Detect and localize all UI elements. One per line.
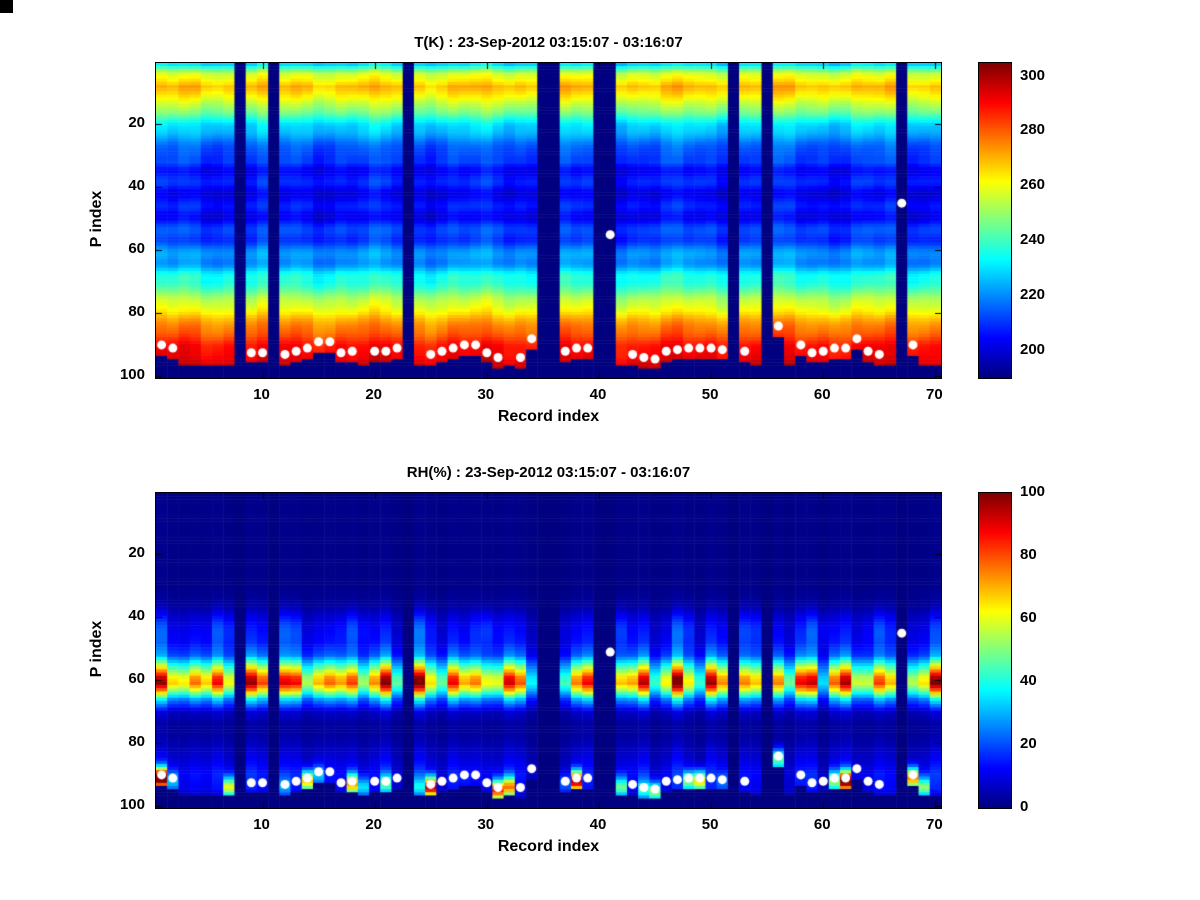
ytick-label: 40 bbox=[128, 177, 145, 195]
xtick-label: 40 bbox=[589, 386, 607, 403]
ytick-label: 80 bbox=[128, 733, 145, 751]
xtick-label: 10 bbox=[253, 816, 270, 833]
cbtick-label: 280 bbox=[1020, 121, 1046, 139]
xtick-label: 10 bbox=[253, 386, 270, 403]
cbtick-label: 200 bbox=[1020, 340, 1046, 358]
cbtick-label: 20 bbox=[1020, 735, 1037, 752]
xtick-label: 40 bbox=[589, 816, 607, 833]
xtick-label: 60 bbox=[813, 816, 831, 833]
ytick-label: 20 bbox=[128, 544, 145, 562]
ytick-label: 60 bbox=[128, 670, 145, 688]
humidity-xaxis-label: Record index bbox=[497, 838, 600, 855]
xtick-label: 70 bbox=[926, 816, 943, 833]
xtick-label: 60 bbox=[813, 386, 831, 403]
cbtick-label: 60 bbox=[1020, 609, 1037, 626]
xtick-label: 20 bbox=[365, 386, 383, 403]
cbtick-label: 240 bbox=[1020, 231, 1046, 249]
xtick-label: 50 bbox=[701, 816, 719, 833]
temperature-xaxis-label: Record index bbox=[497, 408, 600, 425]
temperature-heatmap bbox=[155, 62, 942, 379]
ytick-label: 100 bbox=[119, 796, 145, 814]
cbtick-label: 260 bbox=[1020, 176, 1046, 194]
xtick-label: 50 bbox=[701, 386, 719, 403]
cbtick-label: 80 bbox=[1020, 546, 1037, 563]
cbtick-label: 300 bbox=[1020, 66, 1046, 84]
humidity-colorbar bbox=[978, 492, 1012, 809]
humidity-plot-title: RH(%) : 23-Sep-2012 03:15:07 - 03:16:07 bbox=[406, 464, 691, 481]
xtick-label: 30 bbox=[477, 816, 495, 833]
xtick-label: 30 bbox=[477, 386, 495, 403]
ytick-label: 100 bbox=[119, 366, 145, 384]
corner-artifact bbox=[0, 0, 13, 13]
xtick-label: 70 bbox=[926, 386, 943, 403]
humidity-heatmap bbox=[155, 492, 942, 809]
cbtick-label: 220 bbox=[1020, 285, 1046, 303]
cbtick-label: 40 bbox=[1020, 672, 1037, 689]
cbtick-label: 0 bbox=[1020, 798, 1029, 815]
ytick-label: 80 bbox=[128, 303, 145, 321]
ytick-label: 60 bbox=[128, 240, 145, 258]
xtick-label: 20 bbox=[365, 816, 383, 833]
temperature-plot-title: T(K) : 23-Sep-2012 03:15:07 - 03:16:07 bbox=[414, 34, 683, 51]
ytick-label: 40 bbox=[128, 607, 145, 625]
cbtick-label: 100 bbox=[1020, 483, 1046, 500]
ytick-label: 20 bbox=[128, 114, 145, 132]
temperature-colorbar bbox=[978, 62, 1012, 379]
